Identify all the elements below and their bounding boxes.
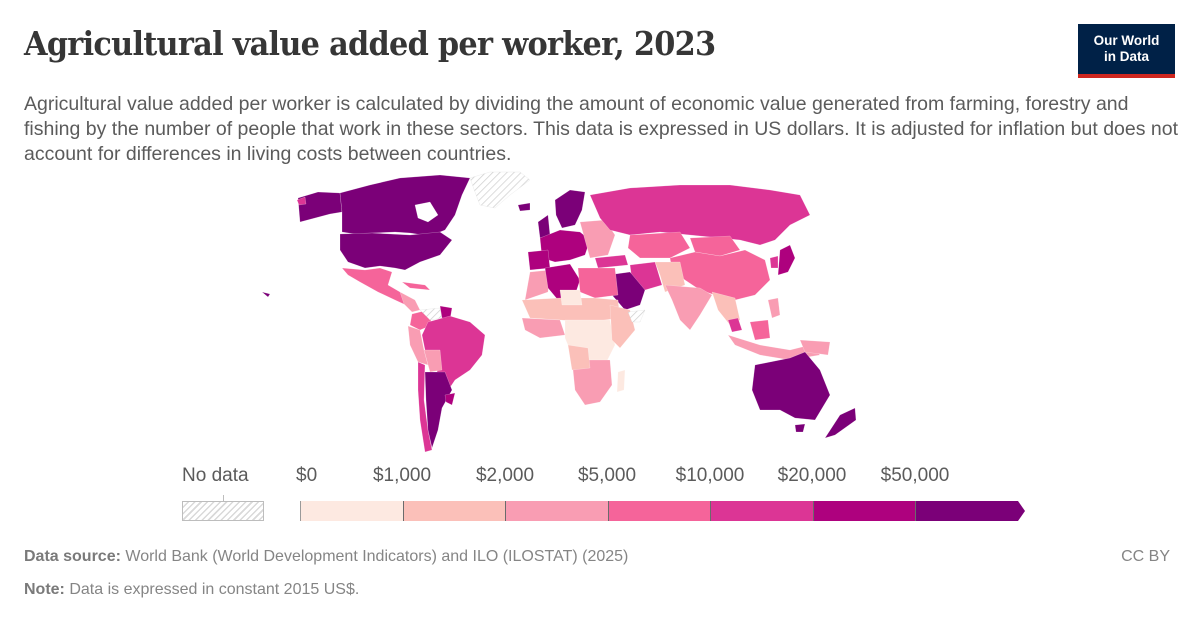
region-libya-egypt: [577, 267, 619, 299]
legend-tick-2000: $2,000: [475, 465, 535, 486]
region-west-africa: [521, 317, 566, 339]
legend-color-bins: [300, 501, 1025, 521]
map-legend: No data $0 $1,000 $2,000 $5,000 $10,000 …: [180, 460, 1040, 521]
world-map[interactable]: [250, 170, 890, 460]
no-data-tick: [223, 495, 224, 501]
region-philippines: [767, 297, 781, 319]
logo-line-2: in Data: [1103, 49, 1149, 64]
legend-bin-2000-5000[interactable]: [505, 501, 608, 521]
legend-tick-20000: $20,000: [777, 465, 847, 486]
region-east-africa: [609, 304, 636, 349]
legend-bin-10000-20000[interactable]: [710, 501, 813, 521]
owid-logo[interactable]: Our World in Data: [1078, 24, 1175, 78]
region-alaska-islands: [296, 196, 307, 206]
region-mexico: [341, 267, 413, 307]
region-caribbean: [401, 281, 431, 291]
region-hudson-bay: [414, 201, 439, 223]
region-greenland: [469, 171, 531, 209]
logo-line-1: Our World: [1093, 33, 1160, 48]
region-turkey: [594, 254, 629, 269]
data-source-link[interactable]: World Bank (World Development Indicators…: [125, 548, 629, 565]
region-canada: [339, 174, 471, 237]
region-russia: [589, 184, 811, 246]
no-data-label: No data: [182, 465, 249, 486]
no-data-swatch[interactable]: [182, 501, 264, 521]
region-uruguay: [444, 392, 456, 406]
region-png: [799, 339, 831, 356]
legend-arrow-icon: [1017, 501, 1025, 521]
region-iceland: [517, 202, 531, 212]
region-argentina: [424, 371, 453, 449]
region-iberia: [527, 249, 551, 271]
region-new-zealand: [824, 407, 857, 439]
region-borneo: [749, 319, 771, 341]
region-hawaii: [261, 291, 271, 298]
legend-tick-5000: $5,000: [577, 465, 637, 486]
legend-tick-10000: $10,000: [675, 465, 745, 486]
region-japan: [777, 244, 796, 276]
region-mongolia: [689, 235, 741, 257]
region-chile: [417, 361, 433, 453]
region-australia: [751, 351, 831, 421]
region-southern-africa: [571, 359, 613, 406]
region-malaysia: [727, 317, 743, 333]
data-source-label: Data source:: [24, 548, 121, 565]
region-india: [664, 284, 713, 331]
chart-title: Agricultural value added per worker, 202…: [24, 24, 716, 63]
license-link[interactable]: CC BY: [1121, 548, 1170, 565]
region-tasmania: [794, 423, 806, 433]
region-korea: [769, 255, 779, 269]
region-morocco-west: [524, 269, 551, 301]
region-peru: [407, 325, 429, 366]
legend-bin-0-1000[interactable]: [300, 501, 403, 521]
legend-tick-50000: $50,000: [880, 465, 950, 486]
region-usa: [339, 231, 453, 271]
chart-subtitle: Agricultural value added per worker is c…: [24, 93, 1179, 165]
legend-bin-1000-2000[interactable]: [402, 501, 505, 521]
note-label: Note:: [24, 581, 65, 598]
note-text: Data is expressed in constant 2015 US$.: [69, 581, 360, 598]
data-source: Data source: World Bank (World Developme…: [24, 548, 628, 566]
region-alaska: [297, 191, 343, 223]
region-central-america: [399, 291, 421, 313]
region-bolivia: [423, 349, 443, 373]
legend-bin-20000-50000[interactable]: [812, 501, 915, 521]
chart-note: Note: Data is expressed in constant 2015…: [24, 581, 359, 599]
region-madagascar: [616, 369, 626, 393]
region-china: [669, 249, 771, 301]
region-scandinavia: [554, 189, 586, 229]
region-kazakhstan: [627, 231, 691, 259]
region-angola: [567, 344, 591, 371]
region-niger: [559, 289, 583, 306]
legend-tick-0: $0: [296, 465, 318, 486]
legend-tick-1000: $1,000: [372, 465, 432, 486]
region-indonesia: [727, 334, 821, 361]
legend-bin-over-50000[interactable]: [915, 501, 1018, 521]
legend-bin-5000-10000[interactable]: [607, 501, 710, 521]
region-horn: [627, 309, 646, 323]
